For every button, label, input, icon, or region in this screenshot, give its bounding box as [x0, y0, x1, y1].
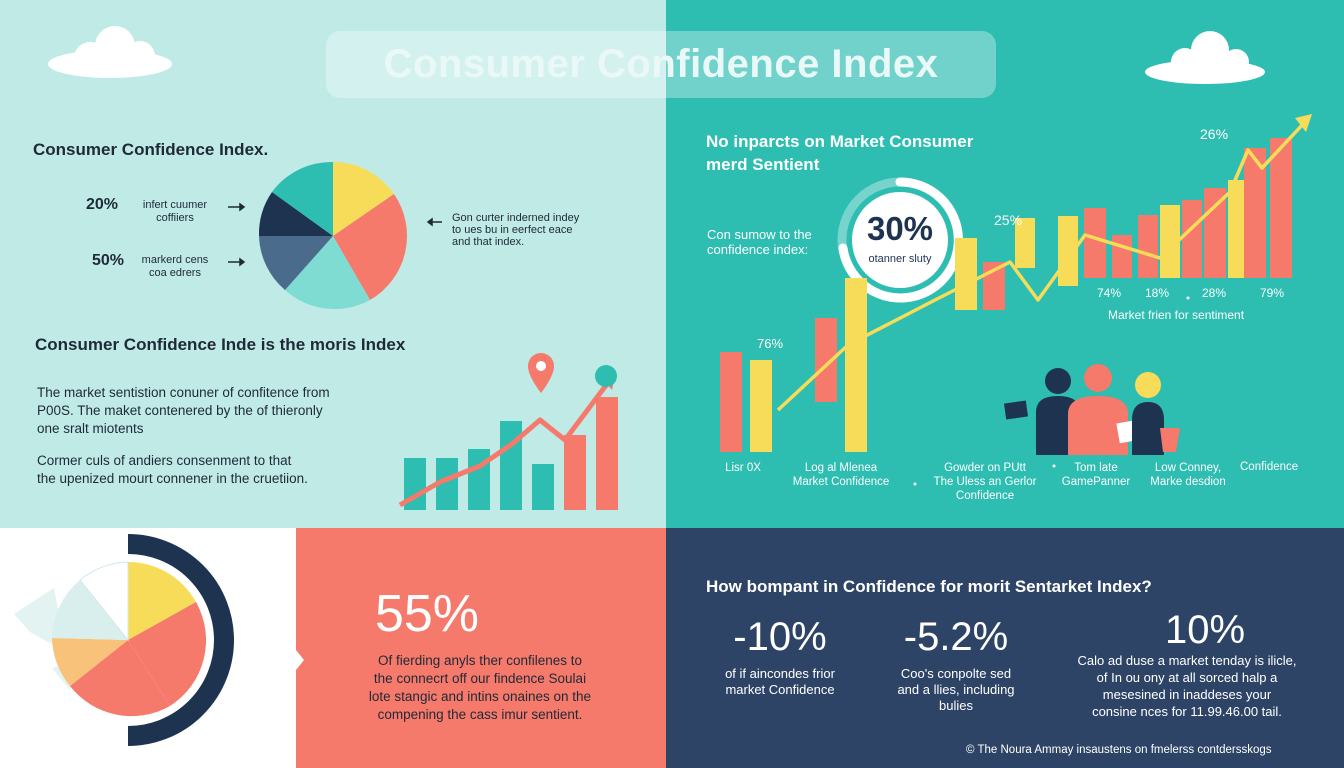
left-heading: Consumer Confidence Index.	[33, 140, 269, 159]
left-pie-chart	[228, 161, 442, 310]
left-paragraph-1: The market sentistion conuner of confite…	[37, 385, 330, 436]
bar	[532, 464, 554, 510]
stat-20-value: 20%	[86, 196, 119, 213]
bar	[750, 360, 772, 452]
title-banner	[326, 31, 996, 98]
left-bar-chart	[398, 353, 618, 510]
label-25: 25%	[994, 212, 1023, 228]
stat-label-1: of if aincondes frior market Confidence	[725, 666, 835, 697]
x-label-4: Tom late GamePanner	[1061, 462, 1131, 488]
pie-slice	[272, 161, 333, 236]
ring-value: 30%	[866, 210, 934, 247]
stat-20-label: infert cuumer coffiiers	[142, 199, 208, 224]
bar-pct-4: 79%	[1260, 286, 1285, 300]
pie-slice	[333, 194, 408, 300]
bar	[955, 238, 977, 310]
left-paragraph-2: Cormer culs of andiers consenment to tha…	[37, 453, 308, 486]
x-label-1: Lisr 0X	[725, 462, 761, 474]
bar	[1270, 138, 1292, 278]
pie-slice	[285, 236, 370, 310]
bottom-right-heading: How bompant in Confidence for morit Sent…	[706, 577, 1152, 596]
arrow-right-icon	[228, 257, 246, 267]
dot-icon	[595, 365, 617, 387]
stat-value-3: 10%	[1164, 608, 1246, 652]
bar-caption: Market frien for sentiment	[1108, 308, 1245, 322]
notch-arrow	[292, 645, 304, 675]
bottom-middle-panel	[296, 528, 666, 768]
ring-note: Con sumow to the confidence index:	[707, 227, 812, 257]
map-pin-icon	[528, 353, 554, 393]
stat-50-label: markerd cens coa edrers	[141, 254, 209, 279]
person-icon	[1132, 372, 1180, 455]
pie-slice	[258, 192, 333, 236]
x-label-5: Low Conney, Marke desdion	[1150, 462, 1226, 488]
right-chart	[720, 114, 1312, 486]
bar	[1138, 215, 1158, 278]
arrow-up-icon	[1295, 114, 1312, 132]
bar-pct-1: 74%	[1097, 286, 1122, 300]
bar	[815, 318, 837, 402]
bar	[1058, 216, 1078, 286]
bar	[596, 397, 618, 510]
bar-pct-3: 28%	[1202, 286, 1227, 300]
pie-slice	[52, 580, 128, 640]
stat-label-2: Coo's conpolte sed and a llies, includin…	[897, 666, 1015, 713]
footer-text: The Noura Ammay insaustens on fmelerss c…	[977, 744, 1272, 756]
label-26: 26%	[1200, 126, 1229, 142]
big-stat-text: Of fierding anyls ther confilenes to the…	[368, 653, 592, 722]
stat-label-3: Calo ad duse a market tenday is ilicle, …	[1077, 653, 1297, 719]
bar	[1015, 218, 1035, 268]
arrow-right-icon	[228, 202, 246, 212]
bar-pct-2: 18%	[1145, 286, 1170, 300]
bar	[1160, 205, 1180, 278]
pie-slice	[52, 638, 128, 686]
big-stat-value: 55%	[374, 585, 480, 643]
pie-slice	[79, 561, 129, 642]
x-label-2: Log al Mlenea Market Confidence	[792, 462, 890, 488]
bar	[1182, 200, 1202, 278]
arrow-left-icon	[426, 217, 442, 227]
bar	[1112, 235, 1132, 278]
right-heading: No inparcts on Market Consumer merd Sent…	[706, 132, 974, 174]
pie-slice	[259, 236, 333, 290]
pie-slice	[70, 640, 170, 717]
bar	[845, 278, 867, 452]
bar	[564, 435, 586, 510]
ring-label: otanner sluty	[868, 253, 932, 265]
cloud-icon	[48, 26, 172, 78]
bar	[436, 458, 458, 510]
bar	[1244, 148, 1266, 278]
stat-value-1: -10%	[733, 615, 827, 659]
bar	[720, 352, 742, 452]
x-label-6: Confidence	[1240, 461, 1299, 473]
bar	[1084, 208, 1106, 278]
pie-slice	[128, 562, 196, 640]
bars	[720, 138, 1292, 452]
footer: © The Noura Ammay insaustens on fmelerss…	[966, 744, 1272, 756]
cloud-icon	[1145, 31, 1265, 84]
copyright-icon: ©	[966, 744, 975, 756]
outer-ring	[127, 534, 234, 746]
page-title: Consumer Confidence Index	[383, 42, 939, 86]
bar	[1204, 188, 1226, 278]
stat-value-2: -5.2%	[903, 615, 1009, 659]
pie-slice	[128, 602, 207, 706]
person-icon	[1068, 364, 1136, 455]
pie-slice	[333, 161, 394, 236]
stat-50-value: 50%	[92, 252, 125, 269]
label-76: 76%	[757, 336, 784, 351]
people-illustration	[1003, 364, 1180, 455]
left-subheading: Consumer Confidence Inde is the moris In…	[35, 335, 406, 354]
bottom-left-pie	[14, 534, 234, 746]
pie-note: Gon curter inderned indey to ues bu in e…	[452, 212, 580, 248]
pie-slices	[258, 161, 408, 310]
trend-line	[776, 120, 1307, 412]
tick-marks	[913, 296, 1190, 486]
x-label-3: Gowder on PUtt The Uless an Gerlor Confi…	[933, 462, 1037, 502]
trend-line	[398, 378, 612, 508]
bottom-right-panel	[666, 528, 1344, 768]
